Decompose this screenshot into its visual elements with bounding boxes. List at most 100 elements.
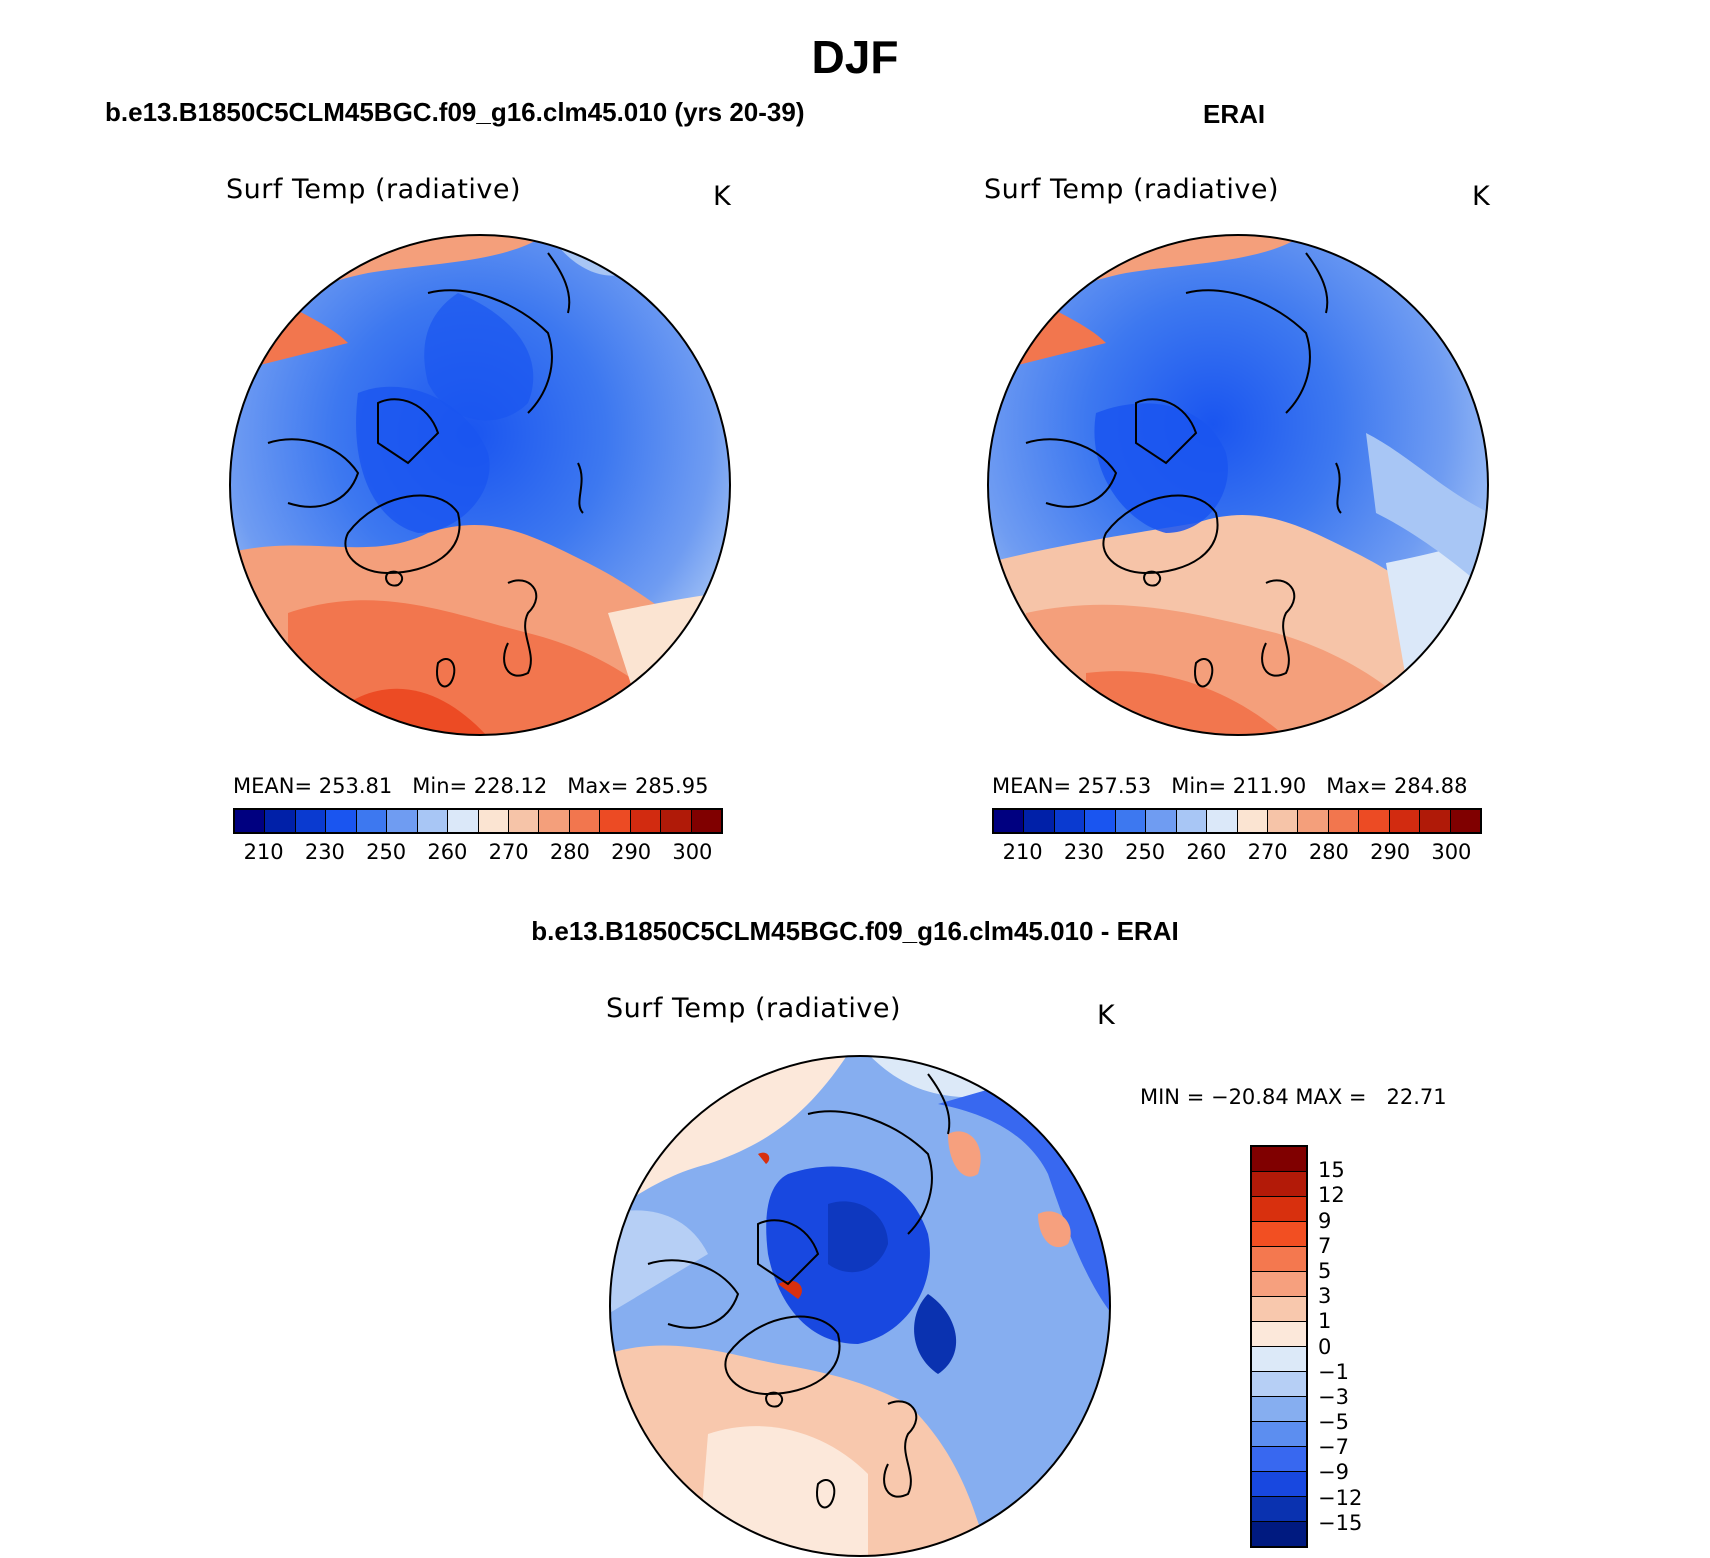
diff-polar-map xyxy=(609,1055,1111,1557)
colorbar-swatch xyxy=(508,810,540,832)
colorbar-swatch xyxy=(478,810,509,832)
colorbar-swatch xyxy=(448,810,479,832)
model-polar-map xyxy=(229,234,731,736)
colorbar-swatch xyxy=(1420,810,1451,832)
colorbar-tick-label: 260 xyxy=(1186,840,1227,864)
model-field-label: Surf Temp (radiative) xyxy=(226,174,522,205)
colorbar-swatch xyxy=(1024,810,1055,832)
colorbar-tick-label: 290 xyxy=(611,840,652,864)
colorbar-swatch xyxy=(1252,1372,1306,1397)
colorbar-tick-label: 12 xyxy=(1318,1183,1345,1208)
diff-colorbar-ticks: 15 12 9 7 5 3 1 0 −1 −3 −5 −7 −9 −12 −15 xyxy=(1318,1145,1398,1548)
model-colorbar-ticks: 210 230 250 260 270 280 290 300 xyxy=(233,840,723,870)
colorbar-tick-label: 1 xyxy=(1318,1309,1332,1334)
colorbar-swatch xyxy=(326,810,357,832)
model-panel-title: b.e13.B1850C5CLM45BGC.f09_g16.clm45.010 … xyxy=(105,97,805,127)
colorbar-swatch xyxy=(1252,1222,1306,1247)
figure-title: DJF xyxy=(811,31,899,83)
colorbar-swatch xyxy=(1252,1522,1306,1546)
colorbar-swatch xyxy=(1146,810,1177,832)
colorbar-swatch xyxy=(539,810,570,832)
obs-stats: MEAN= 257.53 Min= 211.90 Max= 284.88 xyxy=(992,774,1468,798)
colorbar-swatch xyxy=(569,810,601,832)
colorbar-swatch xyxy=(295,810,327,832)
colorbar-tick-label: −15 xyxy=(1318,1510,1363,1535)
colorbar-swatch xyxy=(1176,810,1208,832)
colorbar-tick-label: 300 xyxy=(1431,840,1472,864)
colorbar-swatch xyxy=(1252,1497,1306,1522)
colorbar-tick-label: 210 xyxy=(243,840,284,864)
colorbar-swatch xyxy=(1252,1422,1306,1447)
colorbar-swatch xyxy=(1252,1472,1306,1497)
diff-colorbar xyxy=(1250,1145,1308,1548)
colorbar-swatch xyxy=(600,810,631,832)
colorbar-swatch xyxy=(1389,810,1421,832)
colorbar-tick-label: 290 xyxy=(1370,840,1411,864)
colorbar-tick-label: 300 xyxy=(672,840,713,864)
colorbar-tick-label: −1 xyxy=(1318,1359,1349,1384)
diff-unit-label: K xyxy=(1097,1000,1116,1031)
obs-panel-title: ERAI xyxy=(1203,99,1266,129)
model-unit-label: K xyxy=(713,181,732,212)
colorbar-tick-label: 5 xyxy=(1318,1258,1332,1283)
colorbar-swatch xyxy=(1237,810,1268,832)
diff-panel-title: b.e13.B1850C5CLM45BGC.f09_g16.clm45.010 … xyxy=(531,916,1179,946)
colorbar-tick-label: −9 xyxy=(1318,1460,1349,1485)
colorbar-swatch xyxy=(1328,810,1360,832)
colorbar-swatch xyxy=(1252,1347,1306,1372)
colorbar-swatch xyxy=(1298,810,1329,832)
colorbar-tick-label: 0 xyxy=(1318,1334,1332,1359)
colorbar-swatch xyxy=(1207,810,1238,832)
colorbar-tick-label: 210 xyxy=(1002,840,1043,864)
obs-field-label: Surf Temp (radiative) xyxy=(984,174,1280,205)
colorbar-swatch xyxy=(417,810,449,832)
colorbar-swatch xyxy=(1252,1322,1306,1347)
colorbar-swatch xyxy=(1267,810,1299,832)
colorbar-tick-label: 280 xyxy=(1308,840,1349,864)
colorbar-tick-label: 250 xyxy=(1125,840,1166,864)
colorbar-tick-label: 230 xyxy=(1063,840,1104,864)
colorbar-tick-label: 9 xyxy=(1318,1208,1332,1233)
obs-unit-label: K xyxy=(1472,181,1491,212)
colorbar-swatch xyxy=(387,810,418,832)
colorbar-tick-label: −3 xyxy=(1318,1384,1349,1409)
colorbar-swatch xyxy=(1252,1172,1306,1197)
colorbar-tick-label: 230 xyxy=(304,840,345,864)
colorbar-swatch xyxy=(1359,810,1390,832)
colorbar-swatch xyxy=(1252,1147,1306,1172)
diff-stats: MIN = −20.84 MAX = 22.71 xyxy=(1140,1085,1447,1109)
colorbar-swatch xyxy=(1252,1297,1306,1322)
colorbar-swatch xyxy=(1252,1272,1306,1297)
colorbar-swatch xyxy=(1252,1397,1306,1422)
colorbar-tick-label: 15 xyxy=(1318,1158,1345,1183)
colorbar-swatch xyxy=(356,810,388,832)
model-stats: MEAN= 253.81 Min= 228.12 Max= 285.95 xyxy=(233,774,709,798)
colorbar-swatch xyxy=(661,810,692,832)
colorbar-swatch xyxy=(1450,810,1480,832)
colorbar-tick-label: −12 xyxy=(1318,1485,1363,1510)
colorbar-tick-label: 280 xyxy=(549,840,590,864)
colorbar-swatch xyxy=(265,810,296,832)
colorbar-swatch xyxy=(1252,1197,1306,1222)
diff-field-label: Surf Temp (radiative) xyxy=(606,993,902,1024)
colorbar-swatch xyxy=(1054,810,1086,832)
obs-colorbar xyxy=(992,808,1482,834)
colorbar-swatch xyxy=(1252,1447,1306,1472)
colorbar-swatch xyxy=(1115,810,1147,832)
colorbar-tick-label: 3 xyxy=(1318,1284,1332,1309)
colorbar-tick-label: −7 xyxy=(1318,1435,1349,1460)
colorbar-swatch xyxy=(630,810,662,832)
colorbar-tick-label: 250 xyxy=(366,840,407,864)
colorbar-swatch xyxy=(691,810,721,832)
colorbar-swatch xyxy=(994,810,1025,832)
obs-colorbar-ticks: 210 230 250 260 270 280 290 300 xyxy=(992,840,1482,870)
colorbar-tick-label: 270 xyxy=(1247,840,1288,864)
colorbar-swatch xyxy=(1085,810,1116,832)
colorbar-swatch xyxy=(235,810,266,832)
colorbar-tick-label: 7 xyxy=(1318,1233,1332,1258)
obs-polar-map xyxy=(987,234,1489,736)
colorbar-tick-label: 270 xyxy=(488,840,529,864)
colorbar-tick-label: −5 xyxy=(1318,1410,1349,1435)
colorbar-tick-label: 260 xyxy=(427,840,468,864)
colorbar-swatch xyxy=(1252,1247,1306,1272)
